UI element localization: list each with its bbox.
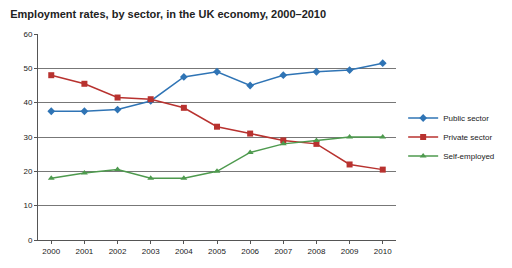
svg-text:2008: 2008 — [308, 247, 326, 256]
svg-text:60: 60 — [23, 30, 32, 39]
svg-text:30: 30 — [23, 133, 32, 142]
svg-text:2007: 2007 — [274, 247, 292, 256]
svg-text:50: 50 — [23, 64, 32, 73]
svg-text:2004: 2004 — [175, 247, 193, 256]
svg-text:40: 40 — [23, 98, 32, 107]
svg-text:Self-employed: Self-employed — [443, 152, 494, 161]
svg-text:10: 10 — [23, 201, 32, 210]
svg-text:Private sector: Private sector — [443, 133, 492, 142]
svg-text:2001: 2001 — [76, 247, 94, 256]
svg-text:2005: 2005 — [208, 247, 226, 256]
svg-text:2006: 2006 — [241, 247, 259, 256]
svg-text:2003: 2003 — [142, 247, 160, 256]
svg-text:20: 20 — [23, 167, 32, 176]
svg-text:2002: 2002 — [109, 247, 127, 256]
svg-text:2009: 2009 — [341, 247, 359, 256]
svg-text:2000: 2000 — [42, 247, 60, 256]
svg-text:0: 0 — [28, 236, 33, 245]
svg-text:Public sector: Public sector — [443, 114, 489, 123]
svg-text:Employment rates, by sector, i: Employment rates, by sector, in the UK e… — [10, 8, 326, 20]
svg-text:2010: 2010 — [374, 247, 392, 256]
